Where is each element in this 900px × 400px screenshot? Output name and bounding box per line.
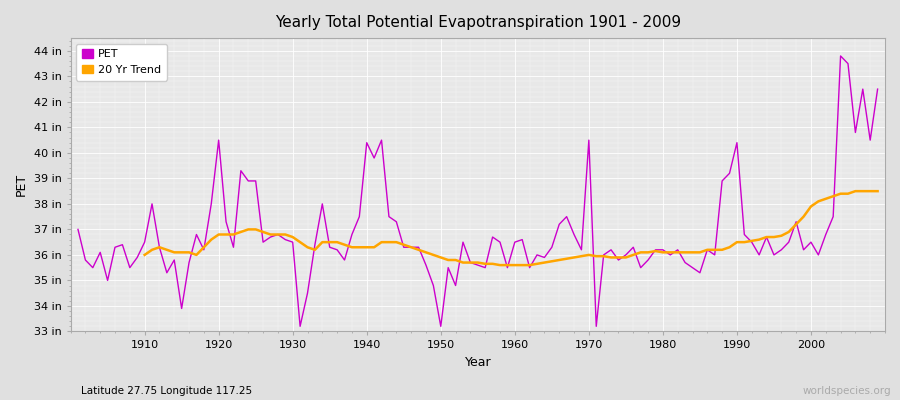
- Text: worldspecies.org: worldspecies.org: [803, 386, 891, 396]
- Legend: PET, 20 Yr Trend: PET, 20 Yr Trend: [76, 44, 167, 80]
- Title: Yearly Total Potential Evapotranspiration 1901 - 2009: Yearly Total Potential Evapotranspiratio…: [274, 15, 681, 30]
- Text: Latitude 27.75 Longitude 117.25: Latitude 27.75 Longitude 117.25: [81, 386, 252, 396]
- Y-axis label: PET: PET: [15, 173, 28, 196]
- X-axis label: Year: Year: [464, 356, 491, 369]
